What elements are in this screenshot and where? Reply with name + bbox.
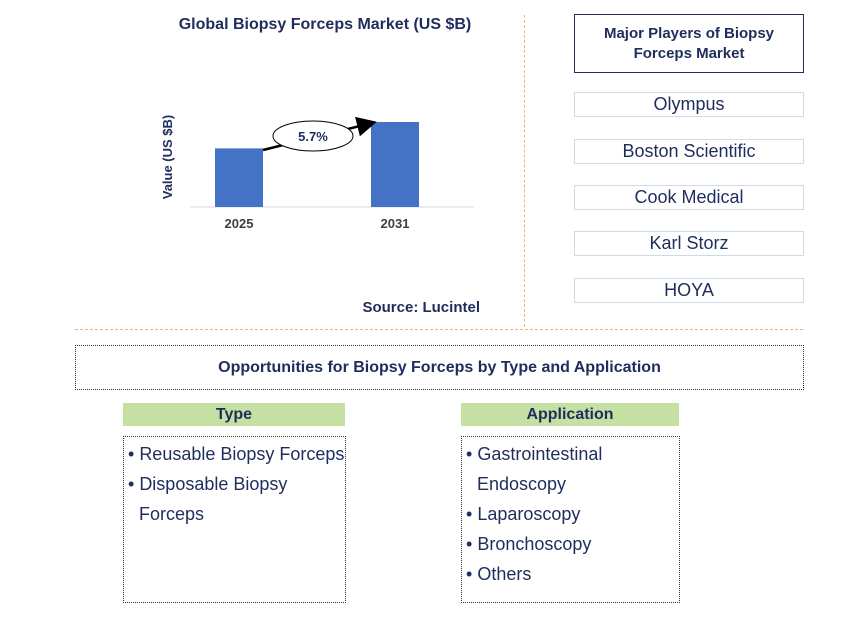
cagr-ellipse <box>272 120 354 152</box>
type-heading: Type <box>123 403 345 426</box>
players-title: Major Players of Biopsy Forceps Market <box>574 14 804 73</box>
application-list: Gastrointestinal Endoscopy Laparoscopy B… <box>461 436 680 603</box>
application-item: Laparoscopy <box>462 499 679 529</box>
bar-chart: Value (US $B) 2025 2031 5.7% <box>160 115 474 231</box>
vertical-divider <box>524 15 525 327</box>
application-item: Bronchoscopy <box>462 529 679 559</box>
bar-2031 <box>371 122 419 207</box>
application-item: Gastrointestinal Endoscopy <box>462 439 679 499</box>
x-tick-label: 2025 <box>225 216 254 231</box>
application-heading: Application <box>461 403 679 426</box>
type-item: Disposable Biopsy Forceps <box>124 469 345 529</box>
type-item: Reusable Biopsy Forceps <box>124 439 345 469</box>
y-axis-label: Value (US $B) <box>160 115 175 200</box>
player-boston-scientific: Boston Scientific <box>574 139 804 164</box>
player-karl-storz: Karl Storz <box>574 231 804 256</box>
opportunities-title: Opportunities for Biopsy Forceps by Type… <box>75 345 804 390</box>
chart-title: Global Biopsy Forceps Market (US $B) <box>178 16 472 33</box>
bar-2025 <box>215 148 263 207</box>
horizontal-divider <box>75 329 803 330</box>
type-list: Reusable Biopsy Forceps Disposable Biops… <box>123 436 346 603</box>
player-hoya: HOYA <box>574 278 804 303</box>
player-olympus: Olympus <box>574 92 804 117</box>
cagr-label: 5.7% <box>298 129 328 144</box>
source-label: Source: Lucintel <box>362 299 480 316</box>
player-cook-medical: Cook Medical <box>574 185 804 210</box>
application-item: Others <box>462 559 679 589</box>
x-tick-label: 2031 <box>381 216 410 231</box>
